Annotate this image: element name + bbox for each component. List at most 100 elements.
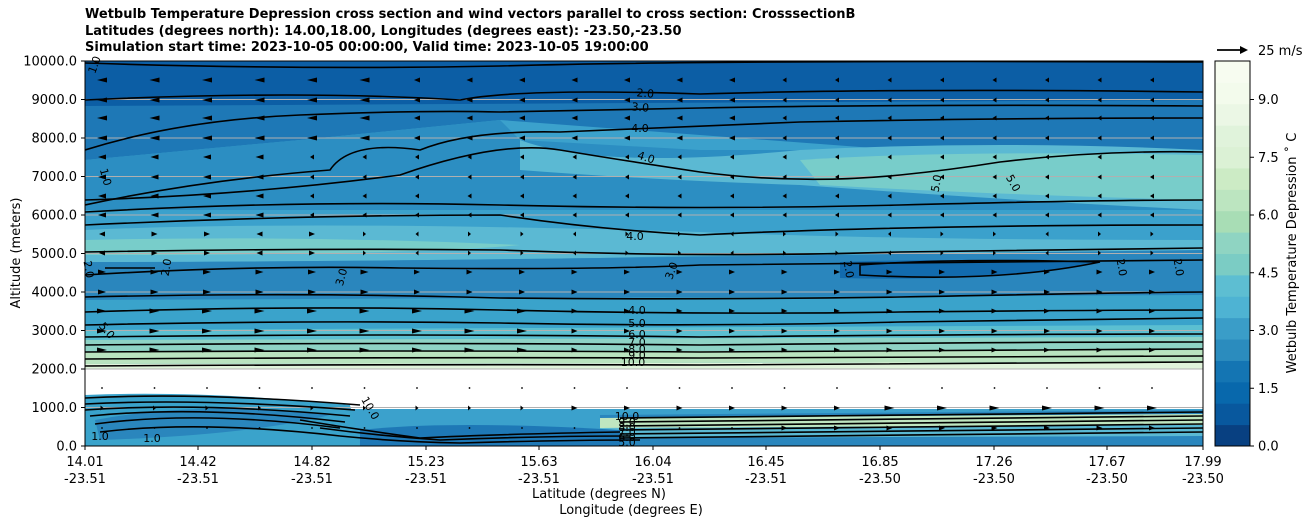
wind-vector: [730, 231, 734, 237]
wind-vector: [307, 115, 317, 121]
wind-vector: [624, 289, 630, 295]
wind-vector: [729, 269, 735, 275]
wind-vector: [781, 328, 788, 334]
wind-vector: [359, 115, 370, 121]
wind-vector: [571, 77, 578, 83]
wind-vector: [363, 250, 366, 256]
wind-vector: [97, 347, 107, 353]
wind-vector: [1096, 308, 1103, 314]
wind-vector: [519, 289, 525, 295]
wind-vector: [625, 231, 629, 237]
wind-vector: [362, 212, 367, 218]
contour-line: [85, 117, 1203, 206]
wind-vector: [940, 174, 944, 180]
wind-vector: [782, 212, 787, 218]
colorbar-band: [1215, 61, 1250, 83]
x-tick-label-lon: -23.51: [405, 472, 447, 487]
wind-vector: [887, 193, 892, 199]
wind-vector: [519, 115, 525, 121]
wind-vector: [571, 115, 578, 121]
wind-vector: [1094, 405, 1105, 411]
contour-line: [85, 348, 1203, 353]
wind-vector: [97, 77, 107, 83]
contour-line: [85, 104, 1203, 151]
wind-vector: [255, 154, 264, 160]
wind-vector: [468, 231, 471, 237]
wind-vector: [519, 97, 525, 103]
wind-vector: [782, 77, 787, 83]
wind-vector: [203, 212, 211, 218]
wind-vector: [730, 174, 734, 180]
wind-vector: [98, 212, 106, 218]
wind-vector: [1098, 250, 1101, 256]
wind-vector: [520, 174, 524, 180]
wind-vector: [940, 97, 944, 103]
wind-vector: [783, 387, 786, 389]
wind-vector: [468, 405, 471, 411]
wind-vector: [1150, 154, 1154, 160]
wind-vector: [414, 289, 420, 295]
wind-vector: [153, 405, 156, 411]
wind-vector: [98, 289, 106, 295]
wind-vector: [309, 231, 315, 237]
wind-vector: [676, 328, 683, 334]
wind-vector: [991, 328, 998, 334]
x-axis: 14.01 -23.51 14.42 -23.51 14.82 -23.51 15.23 -2…: [64, 446, 1224, 487]
contour-line: [299, 419, 621, 439]
x-tick-label-lat: 14.82: [293, 455, 330, 470]
x-tick-label-lon: -23.51: [291, 472, 333, 487]
wind-vector: [1149, 425, 1155, 431]
wind-vector: [571, 405, 578, 411]
contour-label: 2.0: [159, 258, 175, 277]
wind-vector: [1150, 115, 1154, 121]
x-tick-label-lon: -23.51: [632, 472, 674, 487]
wind-vector: [149, 347, 160, 353]
wind-vector: [835, 77, 839, 83]
wind-vector: [256, 231, 263, 237]
wind-vector: [572, 193, 577, 199]
wind-vector: [517, 328, 527, 334]
wind-vector: [1045, 212, 1049, 218]
colorbar-band: [1215, 82, 1250, 105]
y-axis-label: Altitude (meters): [9, 198, 24, 309]
wind-vector: [835, 135, 839, 141]
wind-vector: [572, 154, 577, 160]
colorbar-band: [1215, 424, 1250, 447]
wind-vector: [202, 115, 212, 121]
contour-label: 2.0: [1114, 258, 1130, 277]
wind-vector: [520, 250, 524, 256]
wind-vector: [571, 328, 578, 334]
wind-vector: [571, 308, 578, 314]
wind-vector: [834, 328, 840, 334]
wind-vector: [1096, 347, 1103, 353]
wind-vector: [730, 250, 734, 256]
wind-vector: [521, 427, 523, 429]
wind-vector: [624, 328, 630, 334]
band-light-c: [85, 350, 1203, 364]
wind-vector: [992, 77, 997, 83]
wind-vector: [468, 250, 471, 256]
chart-title-line-1: Wetbulb Temperature Depression cross sec…: [85, 7, 856, 22]
wind-vector: [731, 387, 733, 389]
wind-vector: [676, 289, 683, 295]
colorbar-band: [1215, 167, 1250, 190]
x-tick-label-lat: 15.23: [407, 455, 444, 470]
wind-vector: [781, 425, 788, 431]
wind-vector: [359, 347, 370, 353]
wind-vector: [519, 135, 525, 141]
wind-vector: [678, 250, 681, 256]
y-tick-label: 2000.0: [32, 363, 78, 378]
wind-vector: [520, 212, 524, 218]
wind-vector: [939, 269, 945, 275]
wind-vector: [624, 269, 630, 275]
wind-vector: [415, 250, 419, 256]
wind-vector: [573, 387, 576, 389]
wind-vector: [571, 135, 578, 141]
contour-line: [85, 259, 1203, 276]
wind-vector: [571, 289, 578, 295]
x-tick-label-lon: -23.50: [859, 472, 901, 487]
contour-line: [619, 423, 1203, 431]
chart-title-line-3: Simulation start time: 2023-10-05 00:00:…: [85, 40, 649, 55]
wind-vector: [310, 174, 314, 180]
contour-line: [99, 426, 341, 437]
